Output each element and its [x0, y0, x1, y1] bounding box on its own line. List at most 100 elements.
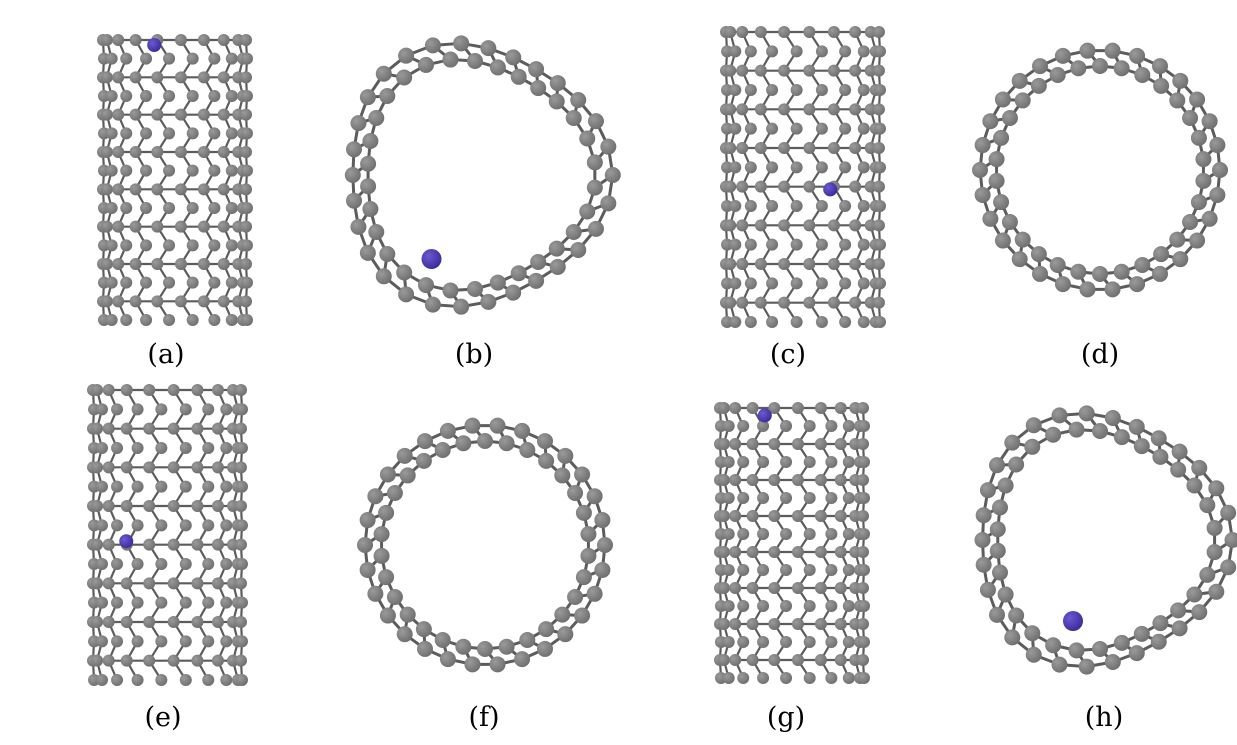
panel-b [330, 35, 621, 315]
carbon-atom [827, 26, 840, 38]
carbon-atom [737, 456, 750, 468]
carbon-atom [814, 474, 827, 486]
carbon-atom [754, 142, 767, 154]
carbon-atom [722, 528, 735, 540]
carbon-atom [815, 84, 828, 96]
carbon-atom [1191, 604, 1208, 621]
carbon-atom [825, 420, 838, 432]
carbon-atom [174, 34, 187, 46]
carbon-atom [991, 499, 1008, 516]
carbon-atom [217, 183, 230, 196]
carbon-atom [220, 480, 233, 493]
carbon-atom [1008, 607, 1025, 624]
carbon-atom [721, 316, 734, 328]
carbon-atom [834, 546, 847, 558]
carbon-atom [1128, 418, 1145, 435]
carbon-atom [827, 219, 840, 232]
carbon-atom [505, 49, 522, 66]
carbon-atom [163, 90, 176, 102]
carbon-atom [744, 316, 757, 328]
carbon-atom [849, 219, 862, 232]
carbon-atom [1152, 615, 1169, 632]
carbon-atom [757, 672, 770, 684]
carbon-atom [367, 488, 384, 505]
carbon-atom [790, 200, 803, 212]
carbon-atom [827, 64, 840, 77]
carbon-atom [736, 258, 749, 270]
carbon-atom [151, 108, 164, 121]
carbon-atom [442, 282, 459, 299]
carbon-atom [179, 442, 192, 454]
carbon-atom [857, 200, 870, 212]
carbon-atom [737, 528, 750, 540]
carbon-atom [143, 616, 156, 628]
carbon-atom [586, 585, 603, 602]
carbon-atom [864, 296, 877, 309]
carbon-atom [129, 183, 142, 196]
carbon-atom [790, 277, 803, 290]
carbon-atom [202, 596, 215, 609]
carbon-atom [489, 656, 506, 673]
carbon-atom [220, 558, 233, 570]
carbon-atom [780, 636, 793, 648]
carbon-atom [131, 635, 144, 648]
carbon-atom [729, 546, 742, 558]
carbon-atom [120, 276, 133, 289]
carbon-atom [111, 403, 124, 416]
carbon-atom [778, 64, 791, 77]
carbon-atom [864, 142, 877, 154]
carbon-atom [211, 422, 224, 435]
carbon-atom [396, 447, 413, 464]
carbon-atom [167, 461, 180, 474]
carbon-atom [1172, 251, 1189, 268]
carbon-atom [842, 672, 855, 684]
carbon-atom [1152, 448, 1169, 465]
atoms [344, 35, 621, 315]
carbon-atom [729, 402, 742, 414]
carbon-atom [766, 161, 779, 174]
carbon-atom [849, 103, 862, 116]
carbon-atom [825, 672, 838, 684]
carbon-atom [872, 142, 885, 154]
carbon-atom [1220, 559, 1237, 576]
carbon-atom [736, 219, 749, 232]
carbon-atom [91, 538, 104, 551]
carbon-atom [519, 441, 536, 458]
carbon-atom [197, 108, 210, 121]
carbon-atom [874, 238, 886, 251]
carbon-atom [112, 295, 125, 308]
carbon-atom [1104, 281, 1121, 298]
carbon-atom [396, 264, 413, 281]
carbon-atom [234, 654, 247, 667]
carbon-atom [567, 485, 584, 501]
carbon-atom [217, 295, 230, 308]
carbon-atom [208, 239, 221, 252]
carbon-atom [346, 192, 363, 209]
carbon-atom [736, 64, 749, 77]
carbon-atom [120, 239, 133, 252]
carbon-atom [350, 218, 367, 235]
panel-label-e: (e) [144, 702, 182, 733]
carbon-atom [129, 108, 142, 121]
carbon-atom [91, 654, 104, 667]
carbon-atom [217, 146, 230, 158]
carbon-atom [839, 316, 852, 328]
carbon-atom [241, 202, 253, 214]
panel-label-d: (d) [1080, 339, 1120, 370]
carbon-atom [186, 202, 199, 214]
carbon-atom [131, 558, 144, 570]
carbon-atom [857, 122, 870, 135]
carbon-atom [857, 84, 870, 96]
carbon-atom [455, 435, 472, 452]
carbon-atom [417, 277, 434, 294]
carbon-atom [143, 577, 156, 590]
carbon-atom [105, 239, 118, 252]
carbon-atom [120, 127, 133, 140]
carbon-atom [857, 474, 870, 486]
carbon-atom [791, 582, 804, 594]
carbon-atom [240, 295, 253, 308]
carbon-atom [111, 480, 124, 493]
carbon-atom [803, 219, 816, 232]
carbon-atom [834, 654, 847, 666]
carbon-atom [997, 477, 1014, 494]
